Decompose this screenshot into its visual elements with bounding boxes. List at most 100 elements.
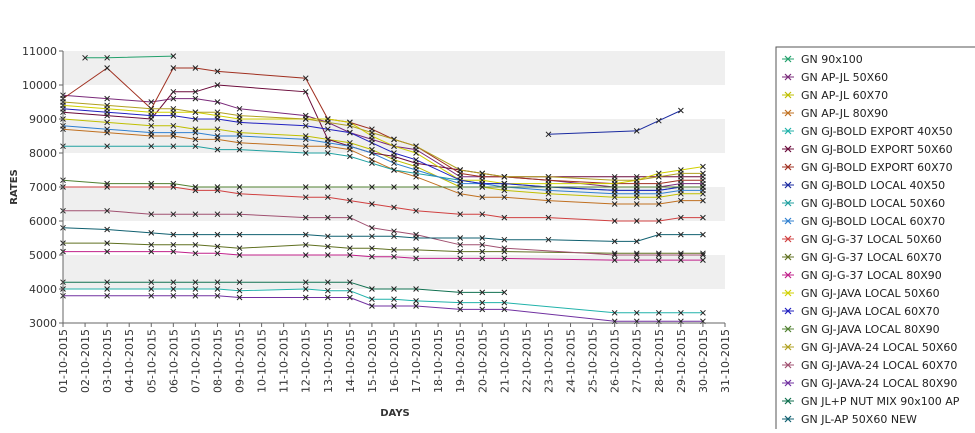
data-point — [104, 126, 110, 133]
data-point — [479, 299, 486, 306]
y-tick-label: 10000 — [22, 79, 57, 92]
data-point — [148, 286, 155, 292]
data-point — [324, 184, 331, 190]
legend-label: GN GJ-JAVA-24 LOCAL 60X70 — [801, 359, 957, 372]
data-point — [170, 180, 177, 187]
data-point — [214, 184, 221, 190]
data-point — [391, 286, 397, 292]
data-point — [302, 122, 309, 129]
data-point — [104, 109, 110, 116]
axes-layer: 3000 4000 5000 6000 7000 8000 9000 10000 11000 01… — [22, 45, 732, 393]
data-point — [391, 204, 397, 211]
data-point — [104, 240, 110, 246]
data-point — [678, 252, 684, 258]
data-point — [104, 180, 110, 187]
data-point — [148, 99, 155, 105]
data-point — [347, 214, 353, 221]
data-point — [347, 287, 353, 294]
data-point — [655, 173, 662, 180]
legend-label: GN GJ-BOLD EXPORT 40X50 — [801, 125, 953, 138]
data-point — [369, 296, 375, 303]
data-point — [633, 309, 640, 316]
data-point — [413, 298, 419, 304]
legend-entry: GN AP-JL 60X70 — [782, 89, 888, 102]
data-point — [413, 143, 419, 150]
data-point — [302, 214, 309, 221]
data-point — [369, 129, 375, 136]
data-point — [700, 214, 706, 221]
legend-label: GN JL+P NUT MIX 90x100 AP — [801, 395, 960, 408]
series-layer — [60, 53, 706, 325]
data-point — [148, 248, 155, 255]
x-tick-label: 15-10-2015 — [366, 329, 379, 393]
data-point — [611, 257, 618, 263]
data-point — [236, 184, 243, 190]
data-point — [170, 122, 177, 129]
legend-entry: GN GJ-BOLD LOCAL 60X70 — [782, 215, 945, 228]
legend-entry: GN GJ-JAVA-24 LOCAL 80X90 — [782, 377, 957, 390]
data-point — [501, 299, 508, 306]
x-tick-label: 10-10-2015 — [256, 329, 269, 393]
x-tick-label: 13-10-2015 — [322, 329, 335, 393]
data-point — [104, 286, 110, 292]
legend-box — [775, 46, 975, 433]
data-point — [678, 177, 684, 184]
data-point — [633, 128, 640, 134]
data-point — [678, 231, 684, 238]
series-15 — [60, 177, 706, 190]
data-point — [479, 235, 486, 241]
data-point — [302, 279, 309, 286]
data-point — [324, 252, 331, 258]
series-10 — [60, 184, 706, 224]
legend-label: GN GJ-JAVA LOCAL 60X70 — [801, 305, 940, 318]
data-point — [104, 279, 110, 286]
legend-marker — [784, 343, 792, 351]
legend-label: GN GJ-JAVA LOCAL 80X90 — [801, 323, 940, 336]
legend-label: GN AP-JL 50X60 — [801, 71, 888, 84]
legend-label: GN GJ-BOLD LOCAL 60X70 — [801, 215, 945, 228]
data-point — [324, 150, 331, 156]
data-point — [236, 287, 243, 294]
data-point — [148, 230, 155, 236]
legend-label: GN AP-JL 80X90 — [801, 107, 888, 120]
data-point — [214, 126, 221, 133]
x-tick-label: 22-10-2015 — [520, 329, 533, 393]
data-point — [545, 197, 552, 204]
data-point — [170, 241, 177, 248]
data-point — [457, 306, 464, 313]
data-point — [611, 218, 618, 224]
data-point — [192, 286, 199, 292]
series-line — [62, 125, 703, 195]
data-point — [479, 211, 486, 218]
data-point — [324, 194, 331, 201]
data-point — [192, 143, 199, 150]
legend-marker — [784, 109, 792, 117]
data-point — [148, 105, 155, 112]
data-point — [479, 255, 486, 262]
data-point — [611, 184, 618, 190]
data-point — [501, 194, 508, 201]
x-tick-label: 01-10-2015 — [57, 329, 70, 393]
data-point — [236, 119, 243, 126]
data-point — [369, 224, 375, 231]
legend-label: GN GJ-BOLD EXPORT 60X70 — [801, 161, 953, 174]
x-tick-label: 08-10-2015 — [211, 329, 224, 393]
data-point — [369, 160, 375, 167]
legend-entry: GN GJ-G-37 LOCAL 50X60 — [782, 233, 942, 246]
data-point — [655, 184, 662, 190]
data-point — [148, 241, 155, 248]
data-point — [457, 255, 464, 262]
data-point — [148, 129, 155, 136]
data-point — [700, 184, 706, 190]
data-point — [214, 146, 221, 153]
data-point — [170, 231, 177, 238]
data-point — [347, 197, 353, 204]
data-point — [457, 167, 464, 173]
legend-entry: GN GJ-G-37 LOCAL 60X70 — [782, 251, 942, 264]
x-tick-label: 25-10-2015 — [587, 329, 600, 393]
data-point — [104, 226, 110, 233]
data-point — [347, 279, 353, 286]
data-point — [170, 292, 177, 299]
data-point — [236, 190, 243, 197]
